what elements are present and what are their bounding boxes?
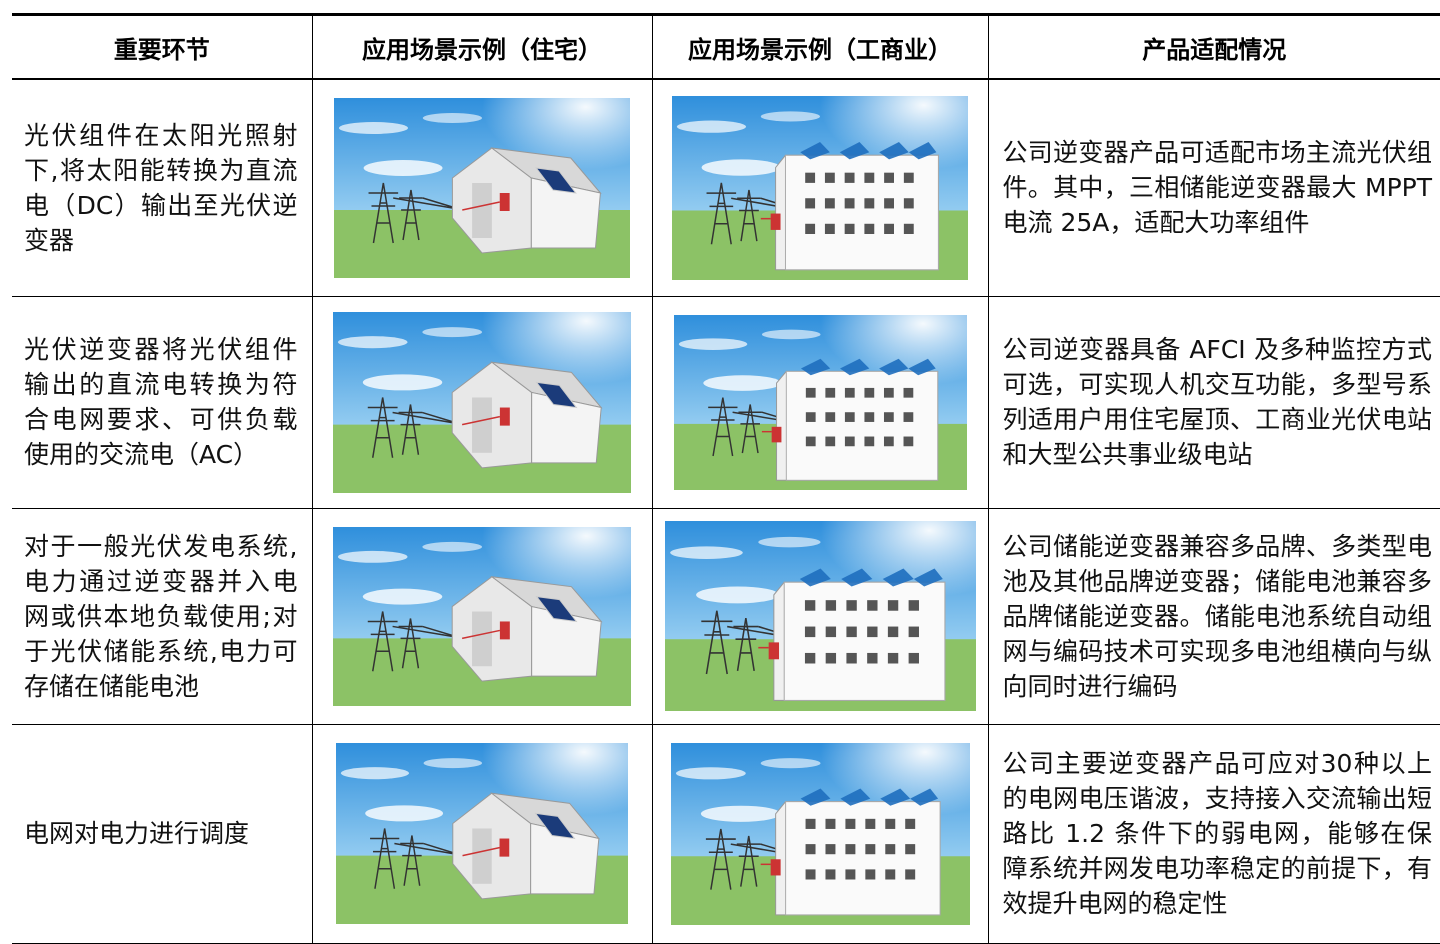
table-row: 光伏组件在太阳光照射下,将太阳能转换为直流电（DC）输出至光伏逆变器 公司逆变器产… xyxy=(12,78,1440,297)
building-scene-image xyxy=(672,96,968,280)
image-cell xyxy=(651,295,989,509)
header-cell: 产品适配情况 xyxy=(987,13,1440,80)
adaptation-cell: 公司主要逆变器产品可应对30种以上的电网电压谐波，支持接入交流输出短路比 1.2… xyxy=(987,723,1440,944)
image-cell xyxy=(651,78,989,297)
product-table: 重要环节 应用场景示例（住宅） 应用场景示例（工商业） 产品适配情况 光伏组件在… xyxy=(12,13,1440,944)
header-cell: 应用场景示例（工商业） xyxy=(651,13,988,80)
house-scene-image xyxy=(333,312,631,493)
house-scene-image xyxy=(334,98,630,278)
building-scene-image xyxy=(671,743,970,925)
house-scene-image xyxy=(336,743,628,924)
image-cell xyxy=(651,507,989,725)
image-cell xyxy=(651,723,989,944)
adaptation-cell: 公司逆变器产品可适配市场主流光伏组件。其中，三相储能逆变器最大 MPPT 电流 … xyxy=(987,78,1440,297)
image-cell xyxy=(311,723,653,944)
stage-cell: 光伏组件在太阳光照射下,将太阳能转换为直流电（DC）输出至光伏逆变器 xyxy=(12,78,313,297)
adaptation-cell: 公司储能逆变器兼容多品牌、多类型电池及其他品牌逆变器；储能电池兼容多品牌储能逆变… xyxy=(987,507,1440,725)
table-row: 对于一般光伏发电系统,电力通过逆变器并入电网或供本地负载使用;对于光伏储能系统,… xyxy=(12,507,1440,725)
image-cell xyxy=(311,78,653,297)
table-row: 电网对电力进行调度 公司主要逆变器产品可应对30种以上的电网电压谐波，支持接入交流… xyxy=(12,723,1440,944)
table-row: 光伏逆变器将光伏组件输出的直流电转换为符合电网要求、可供负载使用的交流电（AC）… xyxy=(12,295,1440,509)
adaptation-cell: 公司逆变器具备 AFCI 及多种监控方式可选，可实现人机交互功能，多型号系列适用… xyxy=(987,295,1440,509)
stage-cell: 对于一般光伏发电系统,电力通过逆变器并入电网或供本地负载使用;对于光伏储能系统,… xyxy=(12,507,313,725)
building-scene-image xyxy=(665,521,976,711)
stage-cell: 电网对电力进行调度 xyxy=(12,723,313,944)
building-scene-image xyxy=(674,315,967,490)
image-cell xyxy=(311,507,653,725)
stage-cell: 光伏逆变器将光伏组件输出的直流电转换为符合电网要求、可供负载使用的交流电（AC） xyxy=(12,295,313,509)
header-cell: 重要环节 xyxy=(12,13,312,80)
image-cell xyxy=(311,295,653,509)
header-cell: 应用场景示例（住宅） xyxy=(311,13,652,80)
house-scene-image xyxy=(333,527,631,706)
